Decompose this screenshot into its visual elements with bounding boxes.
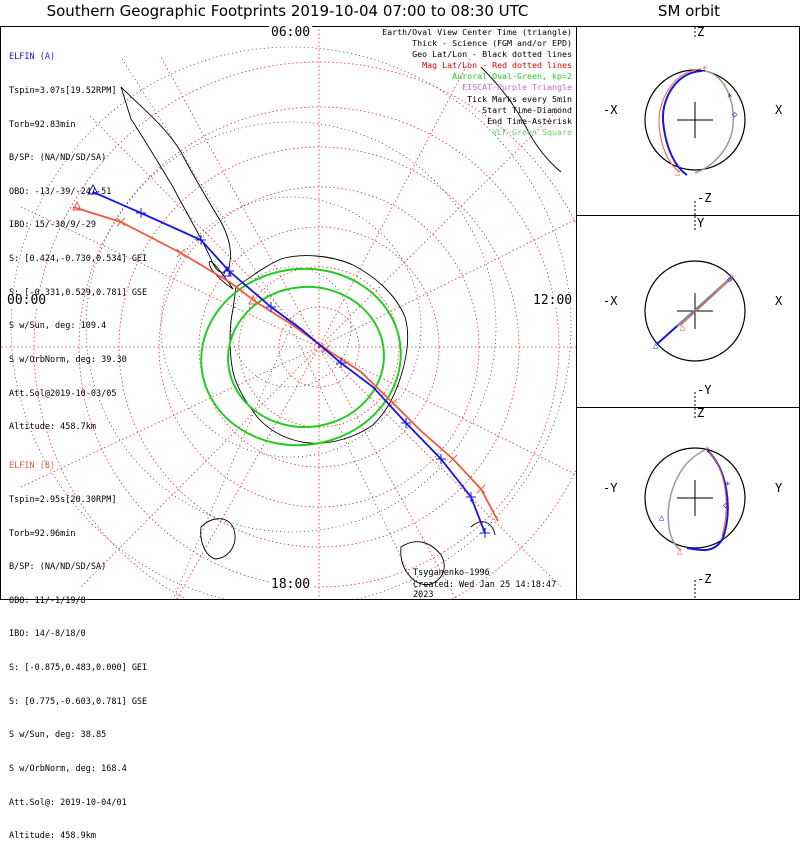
sm-orbit-xz: * * ◇ △ xyxy=(644,27,746,215)
sm-label-right: X xyxy=(775,294,783,308)
elfin-b-line: Att.Sol@: 2019-10-04/01 xyxy=(9,797,127,808)
elfin-a-line: S w/Sun, deg: 109.4 xyxy=(9,321,107,332)
geo-lat-circles xyxy=(10,46,572,599)
geo-meridians xyxy=(120,56,422,599)
mag-meridians xyxy=(1,27,576,599)
footprint-map-frame: 06:00 00:00 12:00 18:00 ELFIN (A) Tspin=… xyxy=(0,25,577,841)
elfin-a-ticks xyxy=(87,183,490,538)
elfin-b-line: S: [-0.875,0.483,0.000] GEI xyxy=(9,663,148,674)
sm-label-top: Z xyxy=(697,406,705,420)
sm-panel-xz: * * ◇ △ Z -Z -X X xyxy=(576,26,800,216)
sm-label-top: Y xyxy=(697,216,705,230)
elfin-a-line: IBO: 15/-30/9/-29 xyxy=(9,220,96,231)
svg-text:*: * xyxy=(727,93,732,103)
legend-item: Auroral Oval-Green, kp=2 xyxy=(452,71,572,82)
elfin-a-track xyxy=(92,191,486,534)
elfin-b-ticks xyxy=(72,200,486,494)
legend-item: Earth/Oval View Center Time (triangle) xyxy=(382,27,572,37)
svg-text:△: △ xyxy=(675,168,681,178)
elfin-a-line: Tspin=3.07s[19.52RPM] xyxy=(9,86,117,97)
svg-text:△: △ xyxy=(680,323,686,333)
auroral-ovals xyxy=(200,267,402,447)
hour-label-left: 00:00 xyxy=(5,293,49,308)
elfin-b-info: ELFIN (B) Tspin=2.95s[20.30RPM] Torb=92.… xyxy=(9,439,147,865)
svg-text:◇: ◇ xyxy=(727,275,733,285)
sm-label-bottom: -Z xyxy=(697,572,712,586)
elfin-b-line: Tspin=2.95s[20.30RPM] xyxy=(9,495,117,506)
sm-label-bottom: -Z xyxy=(697,191,712,205)
sm-orbit-xy: ◇ △ △ xyxy=(644,216,746,407)
continent-outlines xyxy=(120,66,562,586)
svg-text:*: * xyxy=(702,65,707,75)
elfin-b-line: Altitude: 458.9km xyxy=(9,831,96,842)
svg-text:◇: ◇ xyxy=(732,110,738,120)
hour-label-right: 12:00 xyxy=(531,293,575,308)
hour-label-bottom: 18:00 xyxy=(269,577,313,592)
legend-item: Mag Lat/Lon - Red dotted lines xyxy=(422,60,572,71)
sm-label-left: -X xyxy=(603,294,618,308)
sm-label-right: X xyxy=(775,103,783,117)
sm-orbit-title: SM orbit xyxy=(657,2,721,20)
sm-label-right: Y xyxy=(775,481,783,495)
svg-text:△: △ xyxy=(653,341,659,351)
svg-text:*: * xyxy=(705,446,710,456)
elfin-b-line: S: [0.775,-0.603,0.781] GSE xyxy=(9,696,148,707)
svg-text:*: * xyxy=(725,481,730,491)
elfin-a-line: OBO: -13/-39/-24/-51 xyxy=(9,186,112,197)
footprint-map xyxy=(1,27,576,599)
svg-text:◇: ◇ xyxy=(723,501,729,511)
map-legend: Earth/Oval View Center Time (triangle) T… xyxy=(382,27,572,138)
elfin-a-line: S: [0.424,-0.730,0.534] GEI xyxy=(9,254,148,265)
elfin-b-line: OBO: 11/-1/19/8 xyxy=(9,595,86,606)
legend-item: End Time-Asterisk xyxy=(487,115,572,126)
svg-text:△: △ xyxy=(659,513,665,523)
sm-panel-yz: * * ◇ △ △ Z -Z -Y Y xyxy=(576,407,800,600)
elfin-a-line: B/SP: (NA/ND/SD/SA) xyxy=(9,153,107,164)
elfin-a-line: Torb=92.83min xyxy=(9,119,76,130)
legend-item: VLF-Green Square xyxy=(492,126,572,137)
elfin-a-line: S w/OrbNorm, deg: 39.30 xyxy=(9,354,127,365)
elfin-b-name: ELFIN (B) xyxy=(9,461,56,472)
legend-item: EISCAT-Purple Triangle xyxy=(462,82,572,93)
svg-text:△: △ xyxy=(677,547,683,557)
legend-item: Tick Marks every 5min xyxy=(467,93,572,104)
legend-item: Geo Lat/Lon - Black dotted lines xyxy=(412,49,572,60)
sm-panel-xy: ◇ △ △ Y -Y -X X xyxy=(576,215,800,408)
elfin-a-line: S: [-0.331,0.529,0.781] GSE xyxy=(9,287,148,298)
elfin-b-line: Torb=92.96min xyxy=(9,528,76,539)
elfin-b-line: B/SP: (NA/ND/SD/SA) xyxy=(9,562,107,573)
legend-item: Thick - Science (FGM and/or EPD) xyxy=(412,38,572,49)
sm-orbit-yz: * * ◇ △ △ xyxy=(644,408,746,599)
sm-label-left: -X xyxy=(603,103,618,117)
sm-label-bottom: -Y xyxy=(697,383,712,397)
elfin-b-line: S w/OrbNorm, deg: 168.4 xyxy=(9,763,127,774)
elfin-a-line: Altitude: 458.7km xyxy=(9,422,96,433)
hour-label-top: 06:00 xyxy=(269,25,313,40)
elfin-a-info: ELFIN (A) Tspin=3.07s[19.52RPM] Torb=92.… xyxy=(9,30,147,456)
elfin-b-line: S w/Sun, deg: 38.85 xyxy=(9,730,107,741)
page-title: Southern Geographic Footprints 2019-10-0… xyxy=(46,2,529,20)
elfin-b-line: IBO: 14/-8/18/0 xyxy=(9,629,86,640)
sm-label-top: Z xyxy=(697,25,705,39)
model-credit: Tsyganenko-1996 xyxy=(413,568,490,578)
sm-label-left: -Y xyxy=(603,481,618,495)
created-timestamp: Created: Wed Jan 25 14:18:47 2023 xyxy=(413,580,557,600)
elfin-a-line: Att.Sol@2019-10-03/05 xyxy=(9,388,117,399)
elfin-a-name: ELFIN (A) xyxy=(9,52,56,63)
legend-item: Start Time-Diamond xyxy=(482,104,572,115)
